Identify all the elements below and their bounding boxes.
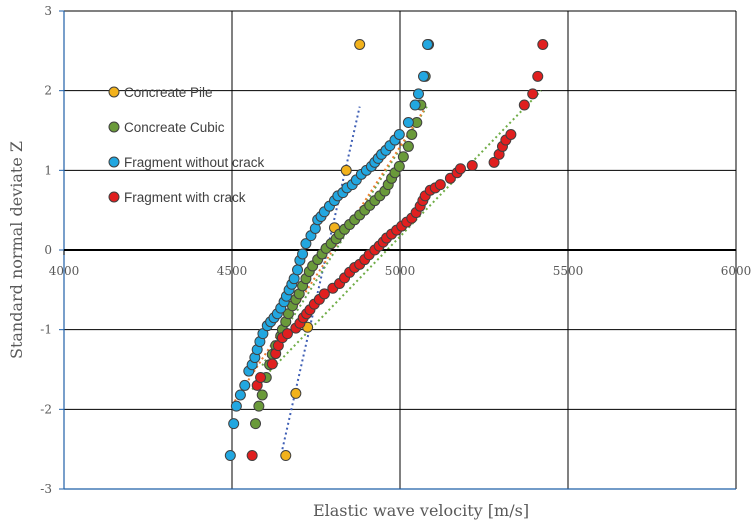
point-concreate-cubic (253, 400, 265, 412)
trendline-fragment-without-crack (231, 110, 425, 406)
point-fragment-without-crack (292, 264, 304, 276)
point-concreate-cubic (250, 418, 262, 430)
legend-marker-fragment-with-crack (108, 191, 120, 203)
legend: Concreate Pile Concreate Cubic Fragment … (108, 85, 265, 205)
point-fragment-without-crack (239, 379, 251, 391)
y-tick-label: 0 (44, 243, 52, 257)
point-fragment-with-crack (488, 156, 500, 168)
point-fragment-with-crack (518, 99, 530, 111)
point-fragment-with-crack (454, 163, 466, 175)
y-tick-label: 3 (44, 4, 52, 18)
x-tick-label: 4000 (49, 264, 80, 278)
point-concreate-cubic (397, 151, 409, 163)
point-concreate-pile (280, 450, 292, 462)
point-concreate-pile (340, 164, 352, 176)
legend-marker-fragment-without-crack (108, 156, 120, 168)
point-fragment-without-crack (409, 99, 421, 111)
y-tick-label: 1 (44, 163, 52, 177)
point-fragment-with-crack (255, 371, 267, 383)
point-fragment-without-crack (297, 248, 309, 260)
x-tick-label: 5000 (385, 264, 416, 278)
point-fragment-with-crack (532, 70, 544, 82)
axes (59, 10, 737, 490)
point-concreate-pile (290, 387, 302, 399)
y-tick-label: 2 (44, 84, 52, 98)
point-fragment-with-crack (318, 288, 330, 300)
x-axis-title: Elastic wave velocity [m/s] (313, 501, 529, 520)
point-concreate-cubic (256, 389, 268, 401)
point-concreate-cubic (393, 160, 405, 172)
point-fragment-with-crack (505, 128, 517, 140)
point-fragment-without-crack (300, 238, 312, 250)
trendline-fragment-with-crack (251, 89, 542, 391)
point-fragment-without-crack (412, 88, 424, 100)
series-fragment-with-crack (246, 38, 549, 462)
point-fragment-with-crack (527, 88, 539, 100)
point-fragment-without-crack (422, 38, 434, 50)
point-fragment-with-crack (266, 358, 278, 370)
y-tick-label: -2 (40, 402, 52, 416)
point-fragment-without-crack (230, 400, 242, 412)
legend-marker-concreate-cubic (108, 121, 120, 133)
point-concreate-cubic (406, 128, 418, 140)
legend-label-fragment-with-crack: Fragment with crack (124, 190, 246, 205)
point-fragment-without-crack (234, 389, 246, 401)
point-concreate-cubic (402, 140, 414, 152)
series-concreate-pile (280, 38, 366, 462)
data-points (224, 38, 549, 462)
point-fragment-without-crack (402, 117, 414, 129)
y-tick-label: -3 (40, 482, 52, 496)
point-fragment-without-crack (228, 418, 240, 430)
point-concreate-pile (354, 38, 366, 50)
point-fragment-with-crack (466, 160, 478, 172)
point-fragment-with-crack (537, 38, 549, 50)
gridlines (64, 10, 737, 489)
point-fragment-without-crack (418, 70, 430, 82)
point-fragment-with-crack (281, 328, 293, 340)
x-tick-label: 6000 (721, 264, 751, 278)
series-fragment-without-crack (224, 38, 434, 462)
legend-label-concreate-cubic: Concreate Cubic (124, 120, 225, 135)
x-tick-label: 4500 (217, 264, 248, 278)
legend-marker-concreate-pile (108, 86, 120, 98)
x-tick-label: 5500 (553, 264, 584, 278)
point-fragment-without-crack (224, 450, 236, 462)
trendline-concreate-pile (281, 106, 361, 450)
y-axis-title: Standard normal deviate Z (7, 141, 26, 359)
point-fragment-with-crack (434, 179, 446, 191)
point-fragment-with-crack (246, 450, 258, 462)
legend-label-concreate-pile: Concreate Pile (124, 85, 213, 100)
legend-label-fragment-without-crack: Fragment without crack (124, 155, 265, 170)
y-tick-label: -1 (40, 323, 52, 337)
tick-labels: 4000 4500 5000 5500 6000 3 2 1 0 -1 -2 -3 (40, 4, 751, 496)
point-fragment-without-crack (393, 128, 405, 140)
